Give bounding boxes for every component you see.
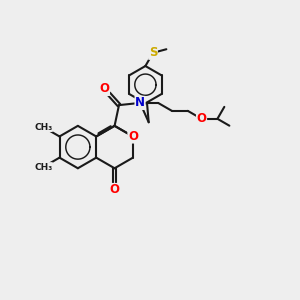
- Text: CH₃: CH₃: [34, 122, 52, 131]
- Text: O: O: [196, 112, 206, 125]
- Text: N: N: [135, 96, 145, 110]
- Text: CH₃: CH₃: [34, 163, 52, 172]
- Text: S: S: [149, 46, 157, 59]
- Text: O: O: [110, 184, 120, 196]
- Text: O: O: [99, 82, 110, 95]
- Text: O: O: [128, 130, 138, 143]
